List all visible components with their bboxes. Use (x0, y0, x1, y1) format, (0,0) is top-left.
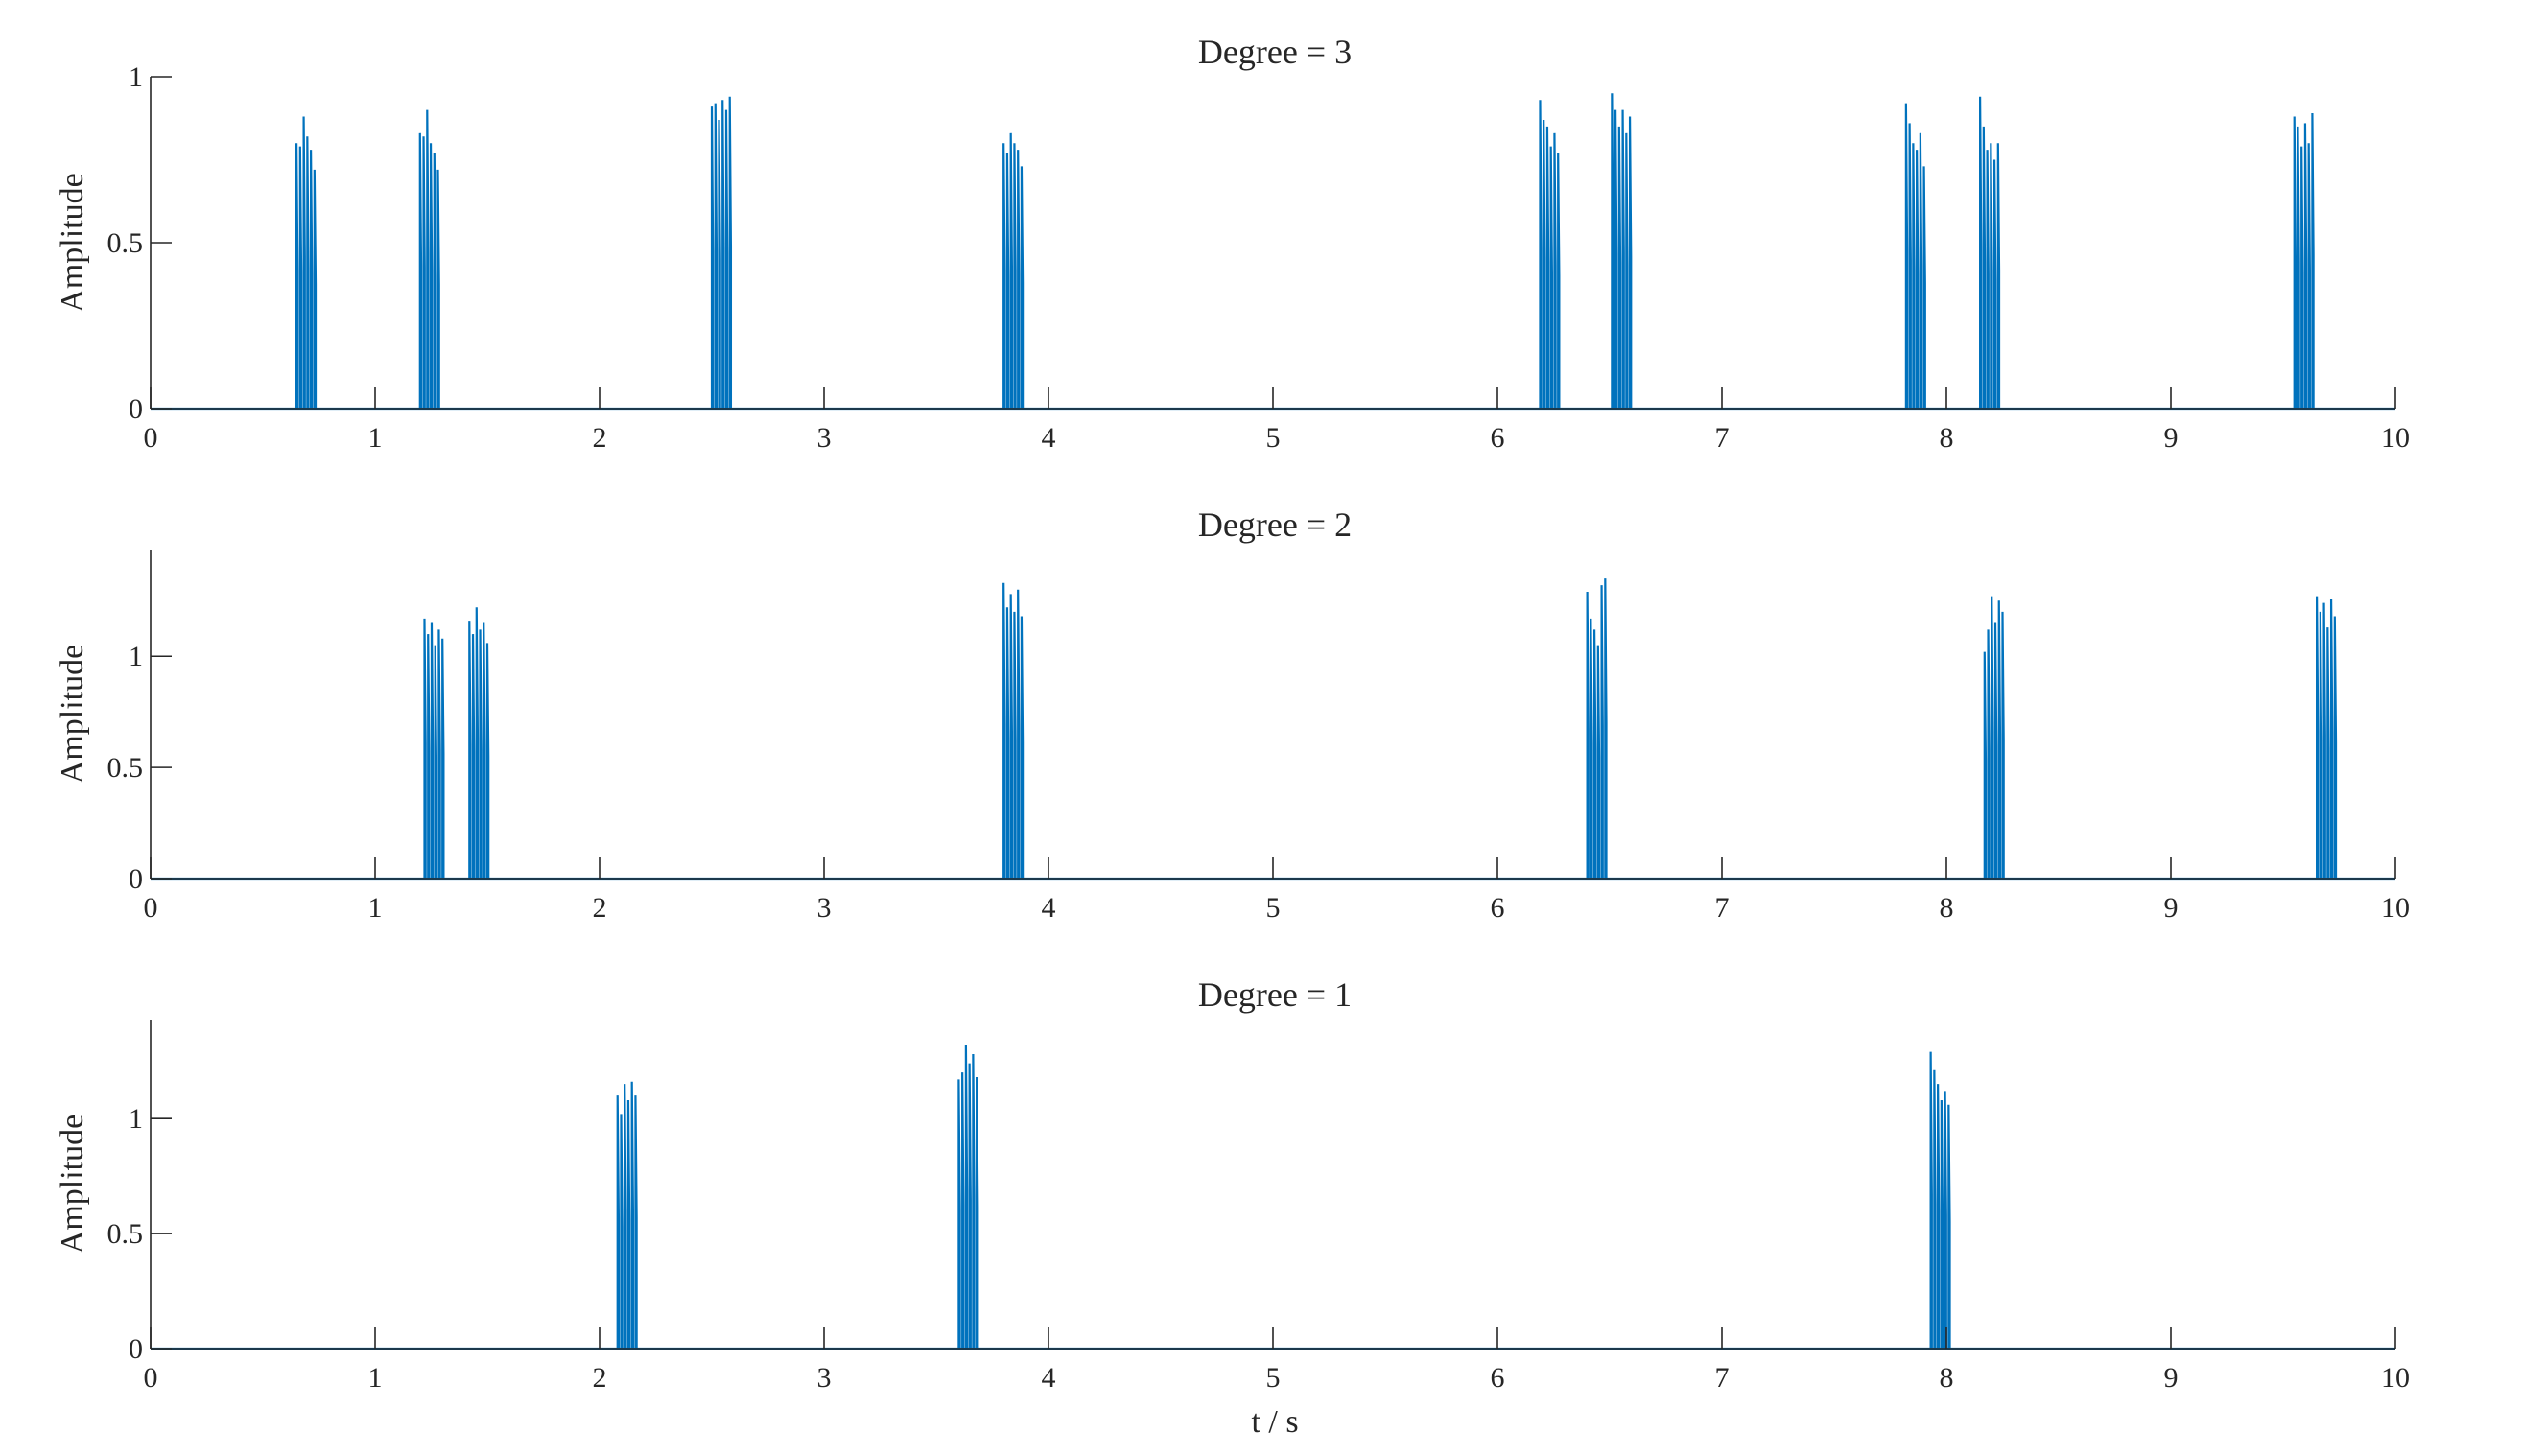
x-tick-label: 10 (2381, 1362, 2410, 1394)
y-tick-label: 0.5 (107, 752, 144, 784)
chart-title: Degree = 3 (1198, 33, 1352, 71)
x-tick-label: 9 (2164, 422, 2179, 454)
x-tick-label: 9 (2164, 892, 2179, 924)
x-tick-label: 10 (2381, 892, 2410, 924)
series-line (151, 93, 2395, 411)
x-tick-label: 2 (593, 1362, 607, 1394)
x-tick-label: 9 (2164, 1362, 2179, 1394)
x-tick-label: 0 (144, 422, 158, 454)
x-tick-label: 10 (2381, 422, 2410, 454)
x-tick-label: 1 (368, 422, 383, 454)
x-tick-label: 6 (1491, 422, 1505, 454)
x-axis-title: t / s (1251, 1404, 1298, 1440)
x-tick-label: 7 (1715, 1362, 1730, 1394)
y-tick-label: 1 (129, 641, 143, 672)
x-tick-label: 0 (144, 892, 158, 924)
x-tick-label: 4 (1042, 422, 1056, 454)
y-tick-label: 0 (129, 863, 143, 895)
series-line (151, 578, 2395, 881)
x-tick-label: 0 (144, 1362, 158, 1394)
x-tick-label: 4 (1042, 892, 1056, 924)
x-tick-label: 6 (1491, 1362, 1505, 1394)
x-tick-label: 8 (1940, 1362, 1954, 1394)
x-tick-label: 3 (817, 1362, 832, 1394)
subplot-1: 0 1 2 3 4 5 6 7 8 9 10 0 0.5 1 Degree = 3 Amplitude (55, 33, 2410, 454)
x-tick-label: 3 (817, 422, 832, 454)
y-axis-title: Amplitude (55, 173, 90, 312)
y-tick-label: 0.5 (107, 1218, 144, 1250)
y-tick-label: 1 (129, 61, 143, 93)
y-tick-label: 0 (129, 393, 143, 425)
chart-title: Degree = 1 (1198, 975, 1352, 1014)
x-tick-label: 1 (368, 892, 383, 924)
x-tick-label: 8 (1940, 892, 1954, 924)
x-tick-label: 7 (1715, 892, 1730, 924)
x-tick-label: 2 (593, 892, 607, 924)
series-line (151, 1045, 2395, 1350)
x-tick-label: 5 (1266, 1362, 1281, 1394)
x-tick-label: 2 (593, 422, 607, 454)
y-tick-label: 0 (129, 1333, 143, 1365)
x-tick-label: 7 (1715, 422, 1730, 454)
x-tick-label: 3 (817, 892, 832, 924)
chart-title: Degree = 2 (1198, 505, 1352, 544)
x-tick-label: 5 (1266, 422, 1281, 454)
x-tick-label: 4 (1042, 1362, 1056, 1394)
x-tick-label: 6 (1491, 892, 1505, 924)
y-axis-title: Amplitude (55, 645, 90, 784)
x-tick-label: 8 (1940, 422, 1954, 454)
y-tick-label: 1 (129, 1103, 143, 1135)
x-tick-label: 5 (1266, 892, 1281, 924)
y-tick-label: 0.5 (107, 227, 144, 259)
subplot-2: 0 1 2 3 4 5 6 7 8 9 10 0 0.5 1 Degree = 2 Amplitude (55, 505, 2410, 924)
y-axis-title: Amplitude (55, 1115, 90, 1254)
subplot-3: 0 1 2 3 4 5 6 7 8 9 10 0 0.5 1 Degree = 1 Amplitude t / … (55, 975, 2410, 1440)
x-tick-label: 1 (368, 1362, 383, 1394)
